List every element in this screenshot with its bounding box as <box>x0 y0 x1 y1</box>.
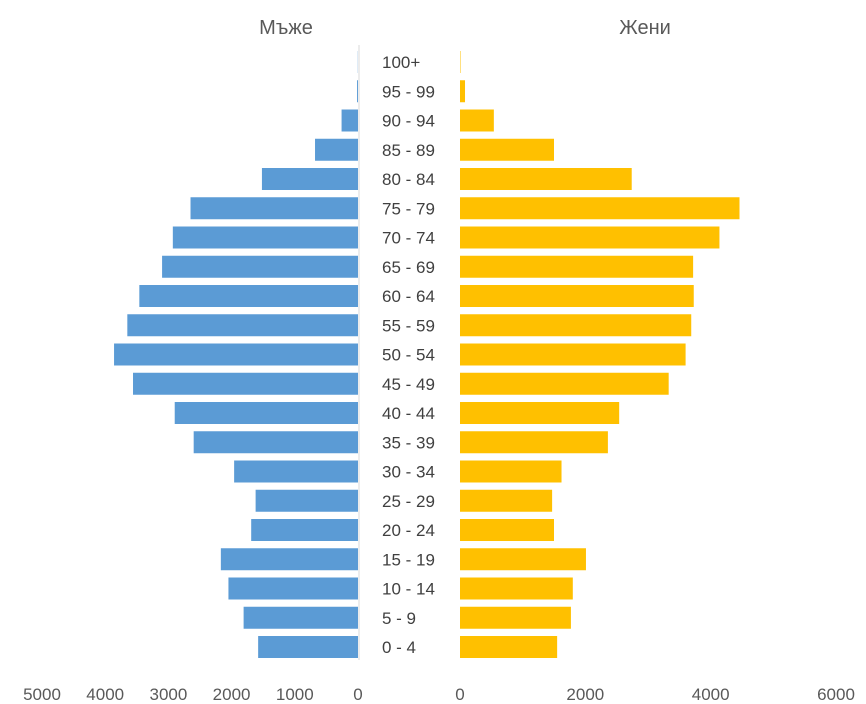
age-group-label: 80 - 84 <box>382 170 435 189</box>
male-bar <box>133 372 358 395</box>
right-axis-tick-label: 0 <box>455 685 464 704</box>
male-bar <box>255 489 358 512</box>
male-bar <box>220 548 358 571</box>
female-bar <box>460 519 554 541</box>
female-bar <box>460 431 608 454</box>
male-bar <box>139 285 358 307</box>
age-group-label: 90 - 94 <box>382 112 435 131</box>
age-group-label: 25 - 29 <box>382 492 435 511</box>
age-group-label: 70 - 74 <box>382 229 435 248</box>
age-group-label: 15 - 19 <box>382 550 435 569</box>
age-group-label: 75 - 79 <box>382 199 435 218</box>
male-bar <box>357 80 358 103</box>
age-group-label: 30 - 34 <box>382 463 435 482</box>
age-group-label: 100+ <box>382 53 420 72</box>
female-bar <box>460 548 586 571</box>
age-group-label: 45 - 49 <box>382 375 435 394</box>
female-bar <box>460 138 554 161</box>
female-bar <box>460 285 694 307</box>
female-bar <box>460 460 562 483</box>
right-axis-tick-label: 6000 <box>817 685 855 704</box>
female-bar <box>460 80 466 103</box>
male-bar <box>258 636 358 658</box>
age-group-label: 10 - 14 <box>382 580 435 599</box>
age-group-label: 5 - 9 <box>382 609 416 628</box>
right-axis-tick-label: 4000 <box>692 685 730 704</box>
age-group-label: 20 - 24 <box>382 521 435 540</box>
male-bar <box>341 109 358 132</box>
age-group-label: 50 - 54 <box>382 346 435 365</box>
male-bar <box>315 138 358 161</box>
left-axis-tick-label: 2000 <box>213 685 251 704</box>
left-axis-ticks: 5000 4000 3000 2000 1000 0 <box>23 685 363 704</box>
female-bar <box>460 168 632 190</box>
age-group-label: 0 - 4 <box>382 638 416 657</box>
age-group-label: 95 - 99 <box>382 82 435 101</box>
male-bar <box>127 314 358 337</box>
female-bar <box>460 402 620 424</box>
left-axis-tick-label: 4000 <box>86 685 124 704</box>
left-axis-tick-label: 3000 <box>149 685 187 704</box>
female-bar <box>460 577 573 600</box>
female-bar <box>460 372 669 395</box>
male-bar <box>251 519 358 541</box>
male-bar <box>174 402 358 424</box>
age-group-label: 65 - 69 <box>382 258 435 277</box>
male-bar <box>243 606 358 629</box>
female-bar <box>460 255 694 278</box>
right-axis-tick-label: 2000 <box>566 685 604 704</box>
male-bars <box>114 51 358 658</box>
female-bar <box>460 314 692 337</box>
male-bar <box>234 460 358 483</box>
left-axis-tick-label: 5000 <box>23 685 61 704</box>
male-bar <box>190 197 358 220</box>
age-group-label: 35 - 39 <box>382 433 435 452</box>
female-bar <box>460 197 740 220</box>
right-series-title: Жени <box>619 17 671 39</box>
male-bar <box>261 168 358 190</box>
female-bars <box>460 51 740 658</box>
female-bar <box>460 606 571 629</box>
age-group-labels: 0 - 4 5 - 9 10 - 14 15 - 19 20 - 24 25 - 29 30… <box>382 53 435 657</box>
female-bar <box>460 51 461 73</box>
male-bar <box>228 577 358 600</box>
female-bar <box>460 636 558 658</box>
female-bar <box>460 489 553 512</box>
left-axis-tick-label: 0 <box>353 685 362 704</box>
age-group-label: 55 - 59 <box>382 316 435 335</box>
female-bar <box>460 109 494 132</box>
female-bar <box>460 226 720 249</box>
age-group-label: 60 - 64 <box>382 287 435 306</box>
female-bar <box>460 343 686 366</box>
age-group-label: 85 - 89 <box>382 141 435 160</box>
male-bar <box>172 226 358 249</box>
male-bar <box>114 343 358 366</box>
age-group-label: 40 - 44 <box>382 404 435 423</box>
left-series-title: Мъже <box>259 17 313 39</box>
male-bar <box>162 255 358 278</box>
male-bar <box>193 431 358 454</box>
left-axis-tick-label: 1000 <box>276 685 314 704</box>
right-axis-ticks: 0 2000 4000 6000 <box>455 685 855 704</box>
